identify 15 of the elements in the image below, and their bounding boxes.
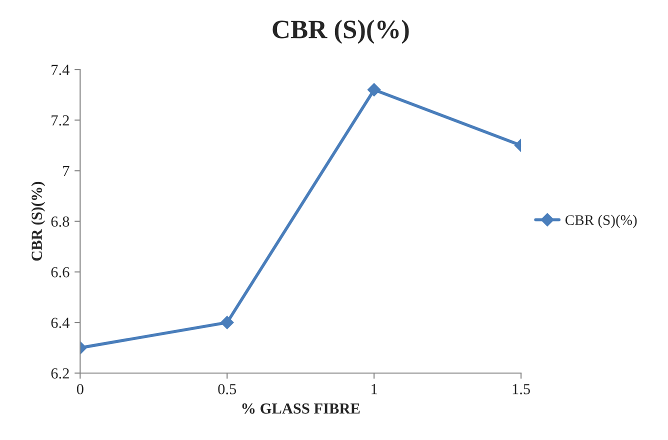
- y-tick-label: 7.4: [52, 64, 70, 76]
- y-tick-label: 6.8: [51, 216, 70, 227]
- y-axis-title: CBR (S)(%): [31, 182, 46, 261]
- x-tick-label: 1: [372, 384, 377, 394]
- x-tick-label: 1.5: [512, 384, 530, 394]
- legend-label: CBR (S)(%): [565, 214, 637, 228]
- x-axis-title: % GLASS FIBRE: [242, 403, 360, 414]
- y-tick-label: 6.6: [51, 267, 70, 278]
- y-tick-label: 7: [63, 166, 70, 176]
- chart-title: CBR (S)(%): [272, 20, 409, 44]
- y-tick-label: 6.2: [51, 368, 69, 379]
- x-tick-label: 0.5: [218, 384, 236, 394]
- y-tick-label: 7.2: [52, 115, 69, 126]
- x-tick-label: 0: [76, 384, 84, 394]
- y-tick-label: 6.4: [51, 318, 70, 328]
